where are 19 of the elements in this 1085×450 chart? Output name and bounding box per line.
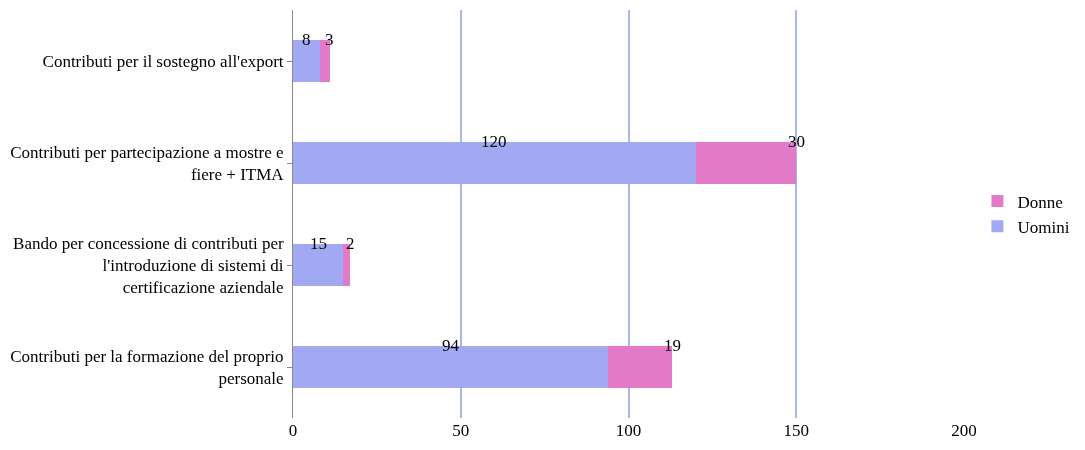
y-tick-label: Contributi per la formazione del proprio personale <box>10 346 284 388</box>
data-label: 94 <box>442 336 460 355</box>
data-label: 19 <box>664 336 681 355</box>
x-tick-label: 0 <box>288 421 298 440</box>
y-tick-label: Contributi per il sostegno all'export <box>42 51 284 71</box>
data-label: 15 <box>310 234 327 253</box>
y-tick-label: Bando per concessione di contributi per l'introduzione di sistemi di certificazione aziendale <box>13 233 284 298</box>
data-label: 8 <box>302 30 311 49</box>
data-label: 30 <box>788 132 805 151</box>
y-tick-label: Contributi per partecipazione a mostre e fiere + ITMA <box>10 142 285 184</box>
data-label: 120 <box>481 132 507 151</box>
legend-label: Donne <box>1017 192 1063 212</box>
x-tick-label: 100 <box>615 421 642 440</box>
x-tick-label: 150 <box>783 421 809 440</box>
x-tick-label: 50 <box>452 421 470 440</box>
data-label: 2 <box>346 234 355 253</box>
legend-label: Uomini <box>1017 217 1070 237</box>
x-tick-label: 200 <box>951 421 977 440</box>
data-label: 3 <box>325 30 334 49</box>
